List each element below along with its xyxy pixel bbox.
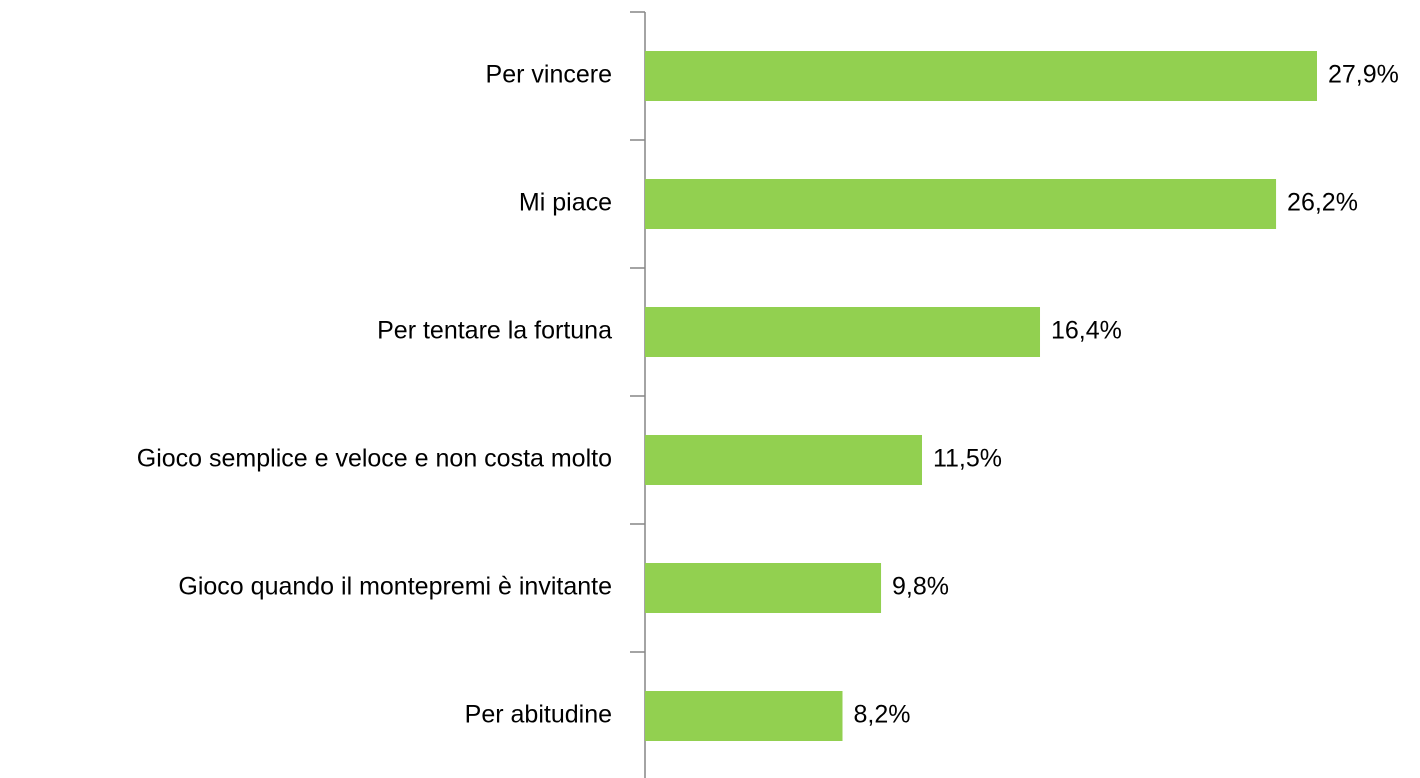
category-label: Gioco semplice e veloce e non costa molt… [137, 445, 612, 473]
bar [645, 51, 1317, 101]
category-label: Gioco quando il montepremi è invitante [178, 573, 612, 601]
bar [645, 563, 882, 613]
category-label: Per vincere [486, 61, 612, 89]
bar [645, 307, 1041, 357]
value-label: 9,8% [892, 573, 949, 601]
category-label: Mi piace [519, 189, 612, 217]
bar [645, 435, 922, 485]
category-label: Per tentare la fortuna [377, 317, 612, 345]
value-label: 27,9% [1328, 61, 1399, 89]
value-label: 8,2% [854, 701, 911, 729]
bar [645, 179, 1277, 229]
value-label: 11,5% [933, 445, 1002, 473]
bar [645, 691, 843, 741]
category-label: Per abitudine [465, 701, 612, 729]
value-label: 16,4% [1051, 317, 1122, 345]
value-label: 26,2% [1287, 189, 1358, 217]
